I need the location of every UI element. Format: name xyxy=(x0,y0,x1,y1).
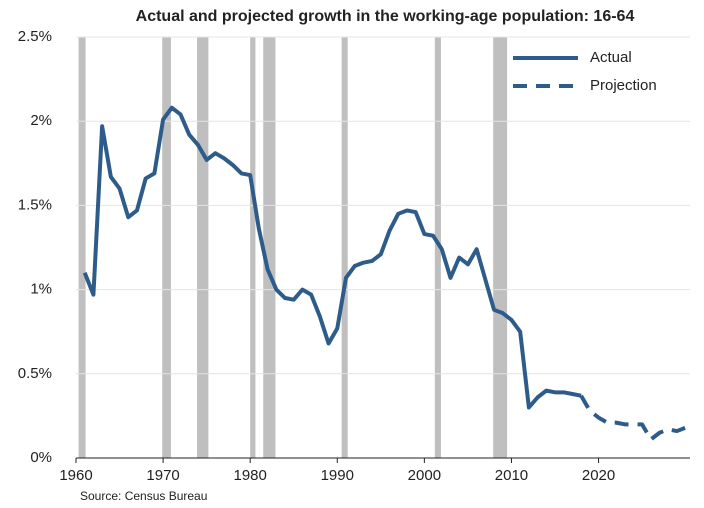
x-tick-label: 2010 xyxy=(495,467,528,484)
x-tick-label: 1970 xyxy=(146,467,179,484)
recession-band xyxy=(162,37,171,458)
recession-band xyxy=(263,37,276,458)
recession-band xyxy=(197,37,209,458)
y-tick-label: 2% xyxy=(30,112,52,129)
recession-band xyxy=(434,37,441,458)
recession-band xyxy=(341,37,348,458)
recession-band xyxy=(78,37,86,458)
y-tick-label: 1.5% xyxy=(18,196,52,213)
x-tick-label: 1960 xyxy=(59,467,92,484)
x-tick-label: 1990 xyxy=(321,467,354,484)
legend-label: Actual xyxy=(590,49,632,66)
x-tick-label: 1980 xyxy=(233,467,266,484)
series-line xyxy=(579,394,687,442)
chart-title: Actual and projected growth in the worki… xyxy=(136,8,635,25)
x-tick-label: 2000 xyxy=(408,467,441,484)
source-note: Source: Census Bureau xyxy=(80,489,207,503)
recession-band xyxy=(493,37,508,458)
y-tick-label: 2.5% xyxy=(18,28,52,45)
series-line xyxy=(82,105,582,410)
y-tick-label: 0% xyxy=(30,449,52,466)
recession-band xyxy=(250,37,256,458)
x-tick-label: 2020 xyxy=(582,467,615,484)
y-tick-label: 0.5% xyxy=(18,365,52,382)
legend-label: Projection xyxy=(590,77,657,94)
y-tick-label: 1% xyxy=(30,281,52,298)
